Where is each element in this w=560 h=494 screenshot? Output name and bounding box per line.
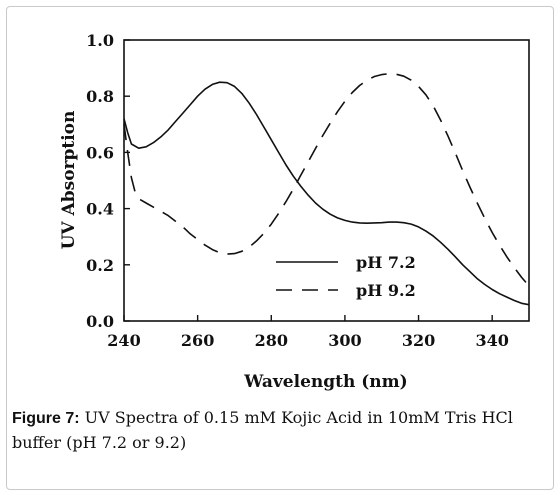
x-tick-label: 340 (475, 331, 508, 350)
plot-area (123, 39, 530, 322)
x-tick-label: 320 (402, 331, 435, 350)
legend: pH 7.2 pH 9.2 (276, 253, 416, 300)
y-tick-label: 0.6 (86, 143, 114, 162)
y-tick-label: 0.4 (86, 200, 114, 219)
caption-label: Figure 7: (12, 410, 80, 427)
x-axis-label: Wavelength (nm) (243, 372, 407, 392)
axis-ticks: 240 260 280 300 320 340 0.0 0.2 0.4 0.6 0.8 1.0 (86, 31, 509, 350)
y-tick-label: 0.2 (86, 256, 114, 275)
legend-label: pH 9.2 (356, 281, 416, 300)
x-tick-label: 240 (107, 331, 140, 350)
y-tick-label: 1.0 (86, 31, 114, 50)
legend-label: pH 7.2 (356, 253, 416, 272)
x-tick-label: 260 (181, 331, 214, 350)
x-tick-label: 280 (255, 331, 288, 350)
figure-frame (6, 6, 554, 490)
figure-caption: Figure 7: UV Spectra of 0.15 mM Kojic Ac… (12, 406, 542, 455)
y-tick-label: 0.0 (86, 312, 114, 331)
x-tick-label: 300 (328, 331, 361, 350)
y-tick-label: 0.8 (86, 87, 114, 106)
uv-spectra-chart: 240 260 280 300 320 340 0.0 0.2 0.4 0.6 0.8 1.0 pH … (59, 31, 530, 392)
data-curves (123, 72, 530, 306)
series-line-ph-7-2 (123, 81, 530, 306)
caption-text: UV Spectra of 0.15 mM Kojic Acid in 10mM… (12, 408, 513, 452)
series-line-ph-9-2 (123, 72, 530, 287)
y-axis-label: UV Absorption (59, 111, 79, 250)
